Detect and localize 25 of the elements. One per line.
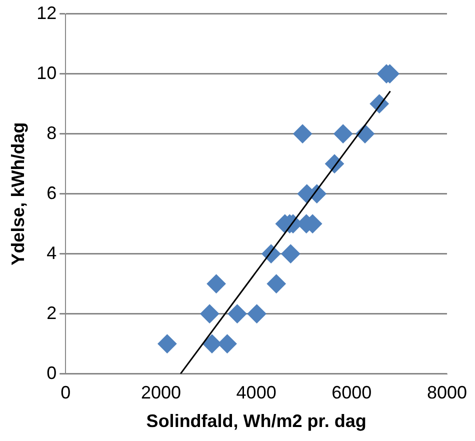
y-tick-label: 12 xyxy=(36,2,57,23)
x-tick-label: 4000 xyxy=(236,382,276,403)
point xyxy=(218,334,237,354)
x-tick-label: 2000 xyxy=(140,382,181,403)
point xyxy=(228,304,247,324)
point xyxy=(334,124,353,144)
point xyxy=(247,304,266,324)
y-tick-label: 6 xyxy=(46,182,57,203)
point xyxy=(158,334,177,354)
x-axis-title: Solindfald, Wh/m2 pr. dag xyxy=(146,411,366,432)
y-tick-label: 10 xyxy=(36,62,57,83)
point xyxy=(206,274,226,294)
y-tick-label: 8 xyxy=(46,122,57,143)
x-tick-label: 8000 xyxy=(426,382,468,403)
x-tick-label: 6000 xyxy=(332,382,372,403)
y-axis-title: Ydelse, kWh/dag xyxy=(8,122,28,266)
point xyxy=(202,334,222,354)
point xyxy=(200,304,220,324)
x-tick-label: 0 xyxy=(60,382,71,403)
y-tick-label: 2 xyxy=(46,302,57,323)
point xyxy=(293,124,312,144)
y-tick-label: 0 xyxy=(46,362,57,383)
point xyxy=(281,244,300,264)
y-tick-label: 4 xyxy=(46,242,57,263)
point xyxy=(266,274,286,294)
